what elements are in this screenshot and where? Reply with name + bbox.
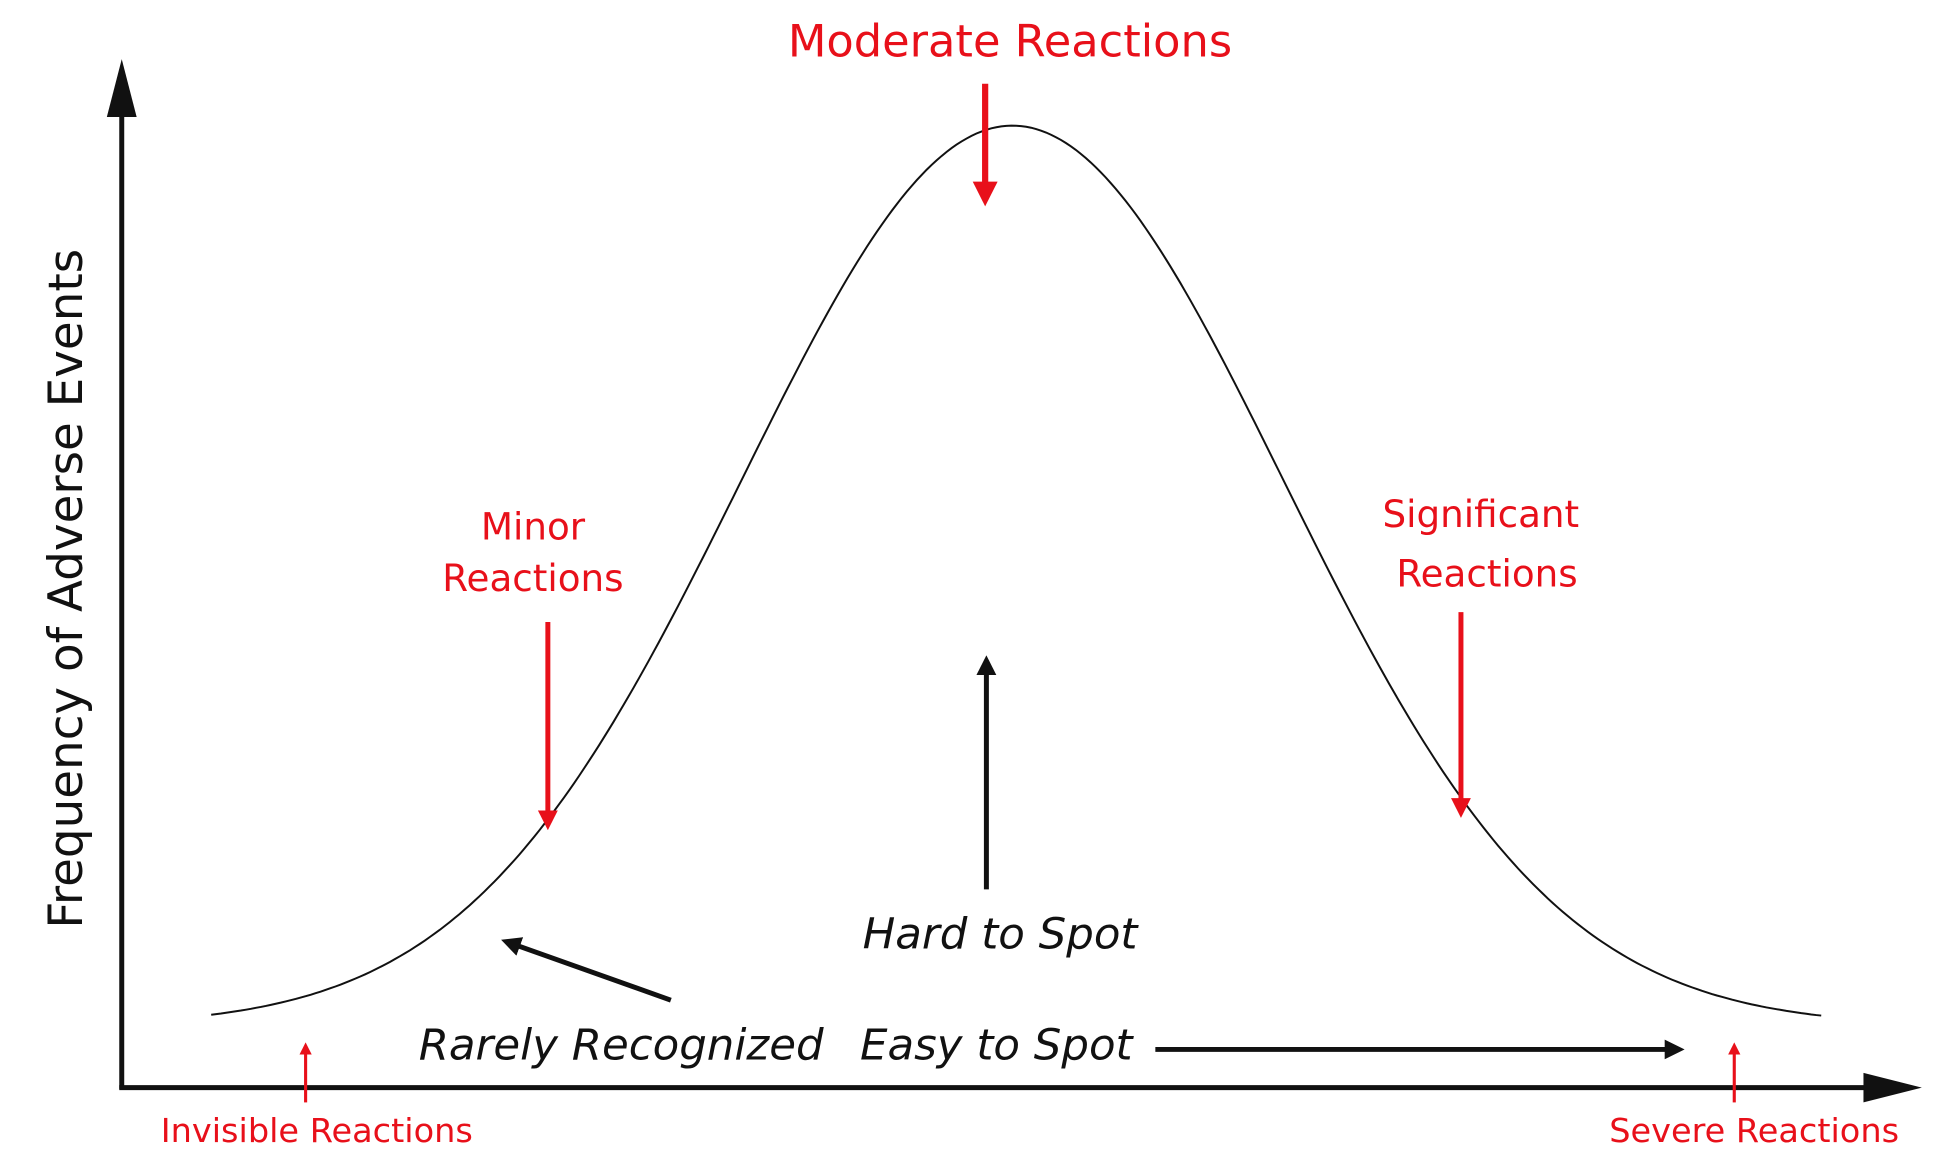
arrow bbox=[501, 937, 672, 1003]
minor-label: Minor bbox=[481, 506, 586, 549]
significant-label: Reactions bbox=[1396, 552, 1577, 595]
significant-label: Significant bbox=[1382, 493, 1579, 536]
x-axis-arrowhead bbox=[1863, 1072, 1922, 1103]
moderate-label: Moderate Reactions bbox=[788, 16, 1232, 68]
rarely-recognized-label: Rarely Recognized bbox=[419, 1020, 824, 1070]
easy-to-spot-label: Easy to Spot bbox=[860, 1020, 1135, 1070]
invisible-label: Invisible Reactions bbox=[161, 1111, 473, 1150]
severe-label: Severe Reactions bbox=[1609, 1111, 1899, 1150]
bell-curve bbox=[211, 124, 1822, 1017]
y-axis-label: Frequency of Adverse Events bbox=[39, 249, 94, 929]
y-axis-arrowhead bbox=[106, 59, 137, 118]
hard-to-spot-label: Hard to Spot bbox=[863, 910, 1140, 960]
minor-label: Reactions bbox=[442, 557, 623, 600]
